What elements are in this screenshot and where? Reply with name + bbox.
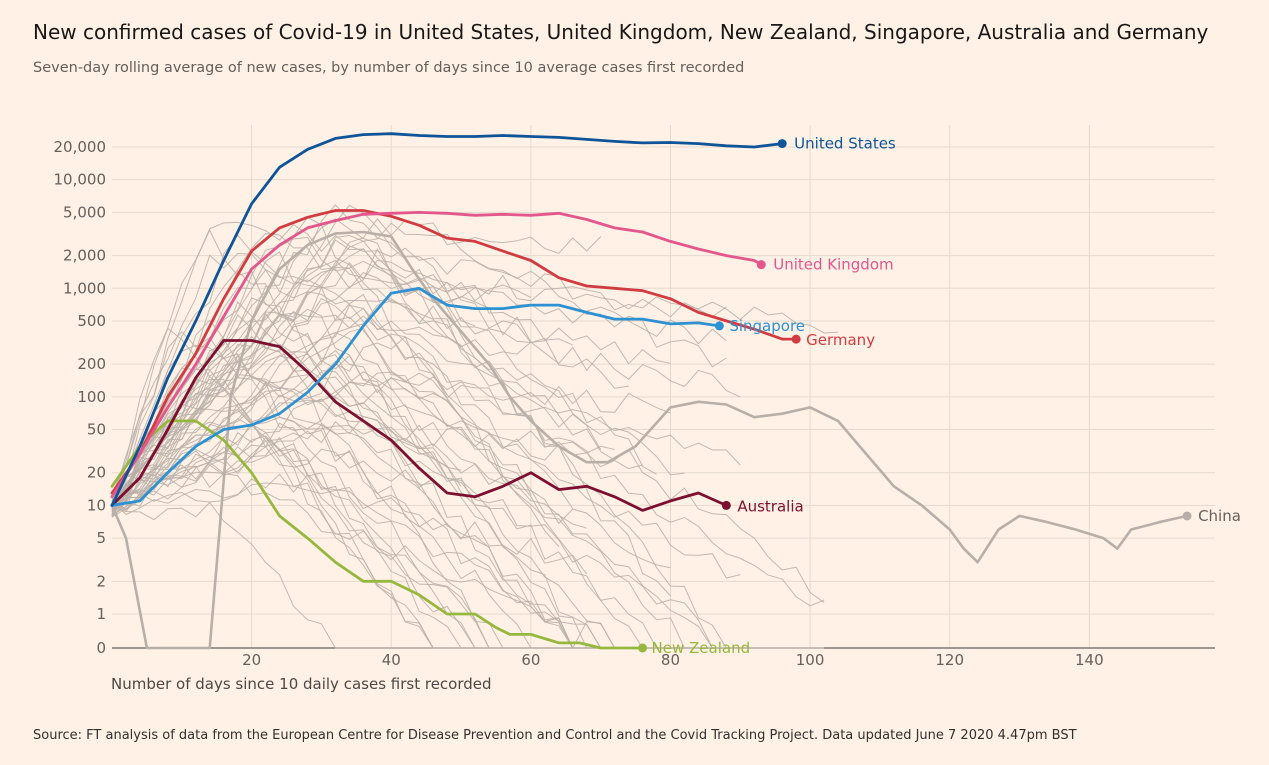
other-country-line: [111, 482, 588, 575]
y-tick-label: 5,000: [63, 203, 106, 221]
x-axis-label: Number of days since 10 daily cases firs…: [111, 675, 492, 693]
x-tick-label: 80: [661, 651, 680, 669]
series-line-united-kingdom: [110, 211, 763, 499]
other-country-line: [111, 416, 671, 569]
x-axis-ticks: 20 40 60 80 100 120 140: [242, 651, 1104, 669]
series-line-australia: [110, 339, 728, 512]
y-tick-label: 5: [96, 529, 106, 547]
other-country-line: [111, 297, 741, 499]
y-tick-label: 20,000: [54, 138, 107, 156]
y-axis-ticks: 0 1 2 5 10 20 50 100 200 500 1,000 2,000 5,000 10,000…: [54, 138, 107, 657]
series-line-new-zealand: [110, 419, 644, 650]
y-tick-label: 1,000: [63, 279, 106, 297]
x-tick-label: 100: [796, 651, 825, 669]
other-country-line: [111, 221, 727, 503]
other-country-line: [111, 312, 741, 579]
y-tick-label: 100: [77, 388, 106, 406]
other-country-line: [111, 308, 783, 649]
y-tick-label: 50: [87, 421, 106, 439]
x-tick-label: 60: [521, 651, 540, 669]
series-label-china: China: [1198, 507, 1241, 525]
series-endpoint-united-states: [777, 139, 787, 149]
other-country-line: [111, 344, 713, 649]
y-tick-label: 2,000: [63, 247, 106, 265]
y-tick-label: 1: [96, 605, 106, 623]
series-label-germany: Germany: [806, 331, 875, 349]
other-country-line: [111, 448, 434, 497]
other-country-line: [111, 424, 629, 649]
series-line-united-states: [110, 132, 784, 507]
other-country-line: [111, 319, 532, 649]
series-line-china: [110, 230, 1189, 650]
other-country-line: [111, 465, 825, 650]
series-endpoint-united-kingdom: [756, 260, 766, 270]
x-tick-label: 40: [382, 651, 401, 669]
y-tick-label: 10,000: [54, 171, 107, 189]
chart-subtitle: Seven-day rolling average of new cases, …: [33, 60, 745, 76]
y-tick-label: 200: [77, 355, 106, 373]
series-label-singapore: Singapore: [729, 317, 805, 335]
other-country-line: [111, 300, 825, 603]
series-line-singapore: [110, 286, 721, 507]
series-labels: China New Zealand Australia SingaporeGerman…: [652, 135, 1241, 657]
series-endpoint-singapore: [714, 321, 724, 331]
other-country-line: [111, 435, 643, 649]
other-country-line: [111, 234, 629, 502]
y-tick-label: 2: [96, 572, 106, 590]
x-tick-label: 20: [242, 651, 261, 669]
series-label-new-zealand: New Zealand: [652, 639, 751, 657]
series-endpoint-china: [1182, 511, 1192, 521]
chart-title: New confirmed cases of Covid-19 in Unite…: [33, 20, 1209, 44]
other-country-line: [111, 293, 448, 518]
source-note: Source: FT analysis of data from the Eur…: [33, 728, 1077, 743]
other-country-line: [111, 332, 713, 649]
series-endpoint-new-zealand: [638, 643, 648, 653]
x-tick-label: 120: [935, 651, 964, 669]
other-country-line: [111, 204, 671, 597]
series-label-united-kingdom: United Kingdom: [773, 256, 893, 274]
x-tick-label: 140: [1075, 651, 1104, 669]
other-country-line: [111, 403, 615, 514]
other-country-line: [111, 218, 755, 649]
y-tick-label: 10: [87, 496, 106, 514]
highlighted-series: [110, 132, 1192, 653]
y-tick-label: 0: [96, 639, 106, 657]
series-line-germany: [110, 209, 798, 495]
other-country-line: [111, 259, 839, 516]
other-country-line: [111, 377, 503, 649]
series-label-united-states: United States: [794, 135, 896, 153]
other-country-line: [111, 436, 531, 649]
other-country-line: [111, 371, 741, 510]
series-endpoint-germany: [791, 334, 801, 344]
y-tick-label: 20: [87, 464, 106, 482]
y-tick-label: 500: [77, 312, 106, 330]
other-country-line: [111, 269, 671, 512]
series-label-australia: Australia: [737, 497, 803, 515]
series-endpoint-australia: [721, 500, 731, 510]
